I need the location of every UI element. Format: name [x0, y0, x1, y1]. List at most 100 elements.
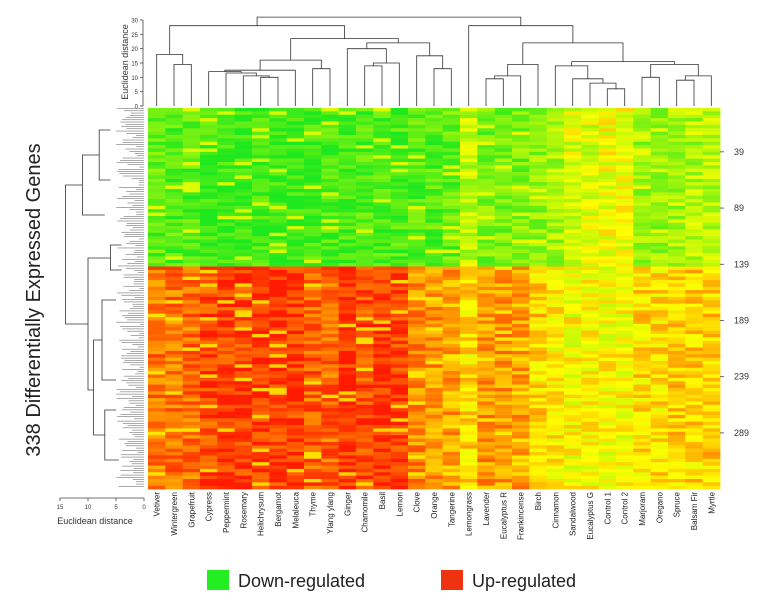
heatmap-cell — [564, 273, 582, 277]
heatmap-cell — [529, 425, 548, 429]
heatmap-cell — [546, 232, 565, 237]
heatmap-cell — [217, 283, 236, 288]
heatmap-cell — [200, 151, 218, 156]
heatmap-cell — [390, 158, 409, 163]
heatmap-cell — [685, 141, 704, 146]
heatmap-cell — [529, 256, 548, 261]
heatmap-cell — [546, 280, 565, 284]
heatmap-cell — [512, 253, 530, 257]
heatmap-cell — [598, 330, 617, 335]
heatmap-cell — [460, 148, 478, 153]
heatmap-cell — [373, 401, 392, 406]
heatmap-cell — [286, 195, 305, 200]
heatmap-cell — [633, 330, 652, 335]
heatmap-cell — [581, 327, 600, 331]
heatmap-cell — [321, 468, 340, 473]
heatmap-cell — [598, 317, 617, 321]
heatmap-cell — [234, 121, 253, 126]
heatmap-cell — [373, 175, 392, 180]
heatmap-cell — [529, 131, 548, 136]
heatmap-cell — [182, 286, 201, 291]
heatmap-cell — [217, 408, 236, 412]
heatmap-cell — [529, 151, 548, 156]
heatmap-cell — [200, 452, 218, 456]
heatmap-cell — [598, 411, 617, 416]
heatmap-cell — [529, 435, 548, 439]
heatmap-cell — [650, 340, 669, 345]
heatmap-cell — [546, 482, 565, 487]
heatmap-cell — [668, 364, 686, 368]
heatmap-cell — [373, 367, 392, 372]
heatmap-cell — [304, 360, 322, 365]
heatmap-cell — [217, 391, 236, 395]
heatmap-cell — [529, 118, 548, 122]
heatmap-cell — [148, 236, 166, 240]
heatmap-cell — [304, 269, 322, 274]
heatmap-cell — [408, 195, 426, 200]
heatmap-cell — [685, 411, 704, 416]
heatmap-cell — [442, 192, 461, 196]
heatmap-cell — [668, 320, 686, 325]
heatmap-cell — [494, 138, 513, 143]
heatmap-cell — [650, 306, 669, 311]
heatmap-cell — [477, 408, 496, 412]
heatmap-cell — [373, 205, 392, 210]
heatmap-cell — [217, 199, 236, 203]
top-dendrogram-branch — [676, 79, 695, 106]
heatmap-cell — [252, 209, 270, 213]
heatmap-cell — [269, 280, 288, 284]
heatmap-cell — [200, 178, 218, 183]
heatmap-cell — [390, 445, 409, 449]
heatmap-cell — [425, 266, 444, 271]
heatmap-cell — [442, 259, 461, 264]
heatmap-cell — [182, 438, 201, 443]
heatmap-cell — [460, 124, 478, 129]
heatmap-cell — [442, 111, 461, 116]
heatmap-cell — [442, 249, 461, 254]
sample-label: Oregano — [655, 491, 664, 523]
heatmap-cell — [494, 124, 513, 129]
heatmap-cell — [321, 138, 340, 143]
heatmap-cell — [512, 111, 530, 116]
heatmap-column — [269, 108, 288, 490]
heatmap-cell — [356, 340, 374, 345]
heatmap-cell — [581, 374, 600, 379]
heatmap-cell — [685, 168, 704, 173]
heatmap-cell — [373, 246, 392, 250]
heatmap-cell — [598, 327, 617, 331]
heatmap-cell — [304, 452, 322, 456]
heatmap-cell — [529, 114, 548, 119]
heatmap-cell — [148, 404, 166, 409]
heatmap-cell — [616, 269, 634, 274]
heatmap-cell — [460, 472, 478, 476]
heatmap-cell — [425, 108, 444, 112]
heatmap-cell — [616, 435, 634, 439]
heatmap-cell — [494, 391, 513, 395]
heatmap-cell — [200, 317, 218, 321]
heatmap-cell — [390, 253, 409, 257]
top-dendrogram-branch — [554, 65, 589, 106]
heatmap-cell — [650, 128, 669, 132]
heatmap-cell — [269, 215, 288, 220]
heatmap-cell — [477, 313, 496, 318]
heatmap-cell — [546, 199, 565, 203]
heatmap-cell — [598, 148, 617, 153]
heatmap-cell — [269, 151, 288, 156]
heatmap-cell — [252, 320, 270, 325]
heatmap-cell — [442, 381, 461, 385]
heatmap-cell — [373, 448, 392, 453]
heatmap-cell — [512, 320, 530, 325]
heatmap-cell — [668, 445, 686, 449]
heatmap-cell — [460, 178, 478, 183]
heatmap-cell — [286, 151, 305, 156]
heatmap-cell — [165, 246, 184, 250]
heatmap-cell — [217, 441, 236, 446]
heatmap-cell — [165, 468, 184, 473]
heatmap-cell — [702, 387, 721, 392]
heatmap-cell — [442, 360, 461, 365]
top-dendrogram-branch — [346, 48, 387, 106]
heatmap-cell — [217, 344, 236, 348]
heatmap-cell — [390, 425, 409, 429]
heatmap-cell — [200, 134, 218, 139]
row-tick-label: 189 — [734, 315, 749, 325]
